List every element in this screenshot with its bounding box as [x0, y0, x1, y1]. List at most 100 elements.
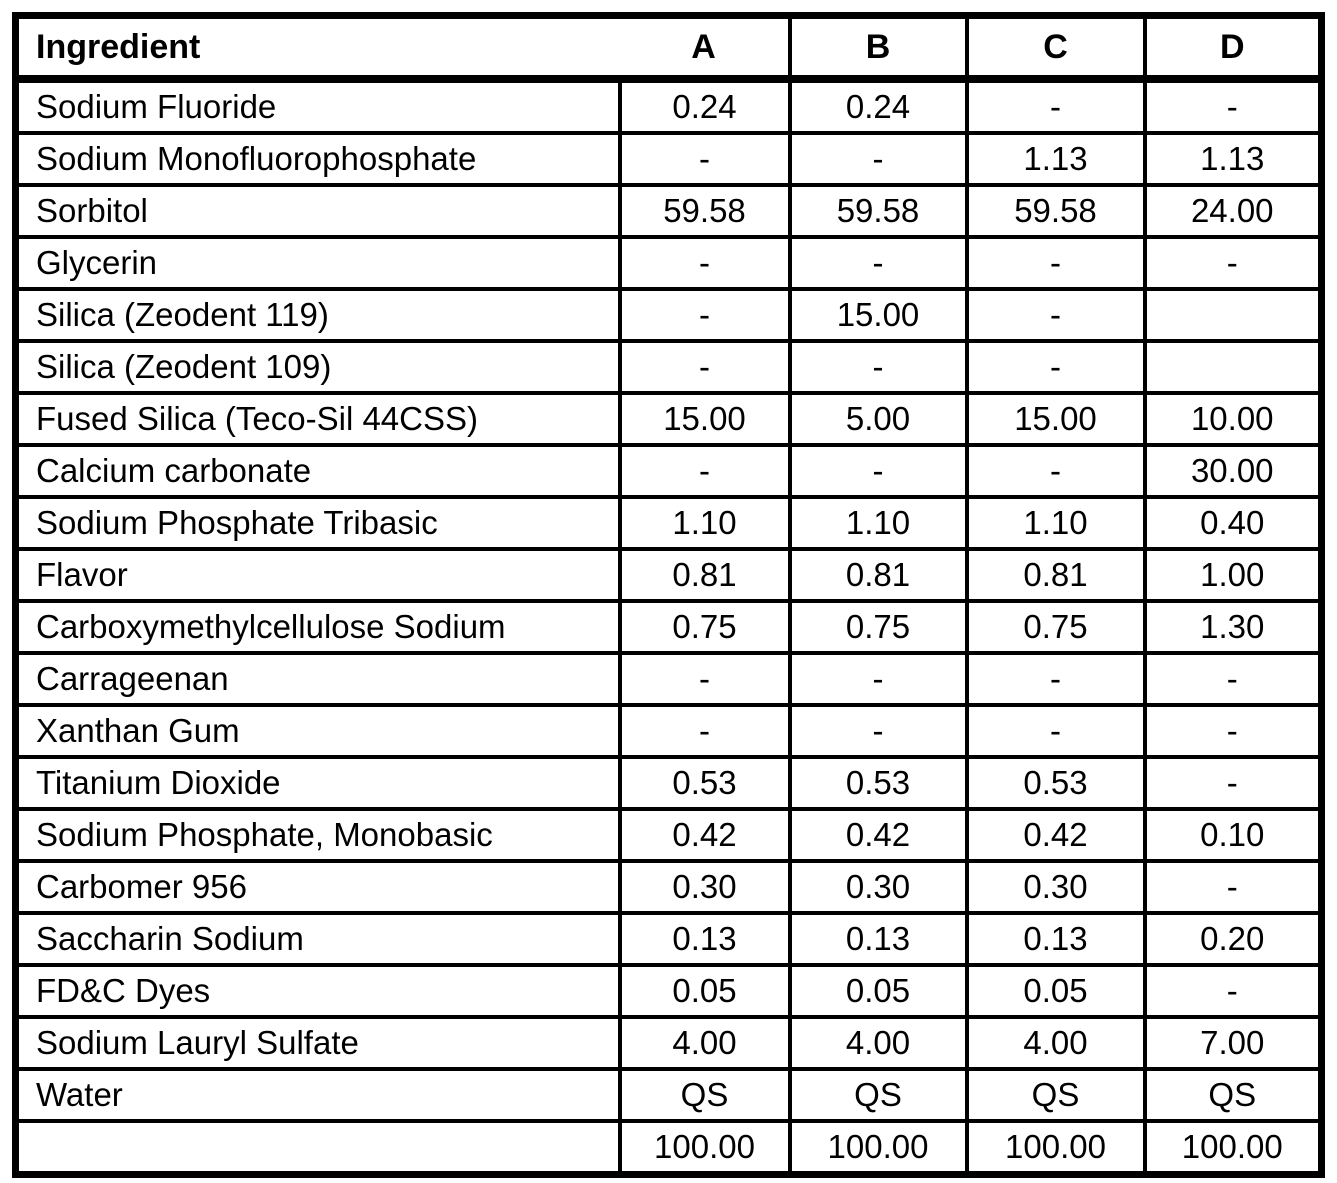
column-header-b: B	[787, 13, 969, 83]
value-cell: 0.42	[617, 807, 792, 863]
column-header-d: D	[1142, 13, 1324, 83]
table-row: FD&C Dyes 0.05 0.05 0.05-	[13, 963, 1324, 1019]
value-cell: QS	[964, 1067, 1147, 1123]
value-cell: 1.30	[1142, 599, 1324, 655]
table-row: Carbomer 956 0.30 0.30 0.30-	[13, 859, 1324, 915]
value-cell: 0.42	[787, 807, 969, 863]
value-cell: 0.13	[964, 911, 1147, 967]
value-cell: 0.05	[964, 963, 1147, 1019]
ingredient-cell: Titanium Dioxide	[13, 755, 622, 811]
value-cell: 1.10	[617, 495, 792, 551]
table-row: Sodium Phosphate, Monobasic 0.42 0.42 0.42 0…	[13, 807, 1324, 863]
value-cell: 59.58	[617, 183, 792, 239]
value-cell: 0.13	[617, 911, 792, 967]
value-cell: 59.58	[787, 183, 969, 239]
value-cell: 100.00	[1142, 1119, 1324, 1177]
ingredient-cell: Sodium Phosphate, Monobasic	[13, 807, 622, 863]
table-body: Sodium Fluoride 0.24 0.24- - Sodium Monofluo…	[13, 77, 1324, 1177]
value-cell: -	[617, 443, 792, 499]
value-cell: 0.81	[787, 547, 969, 603]
ingredient-cell: Flavor	[13, 547, 622, 603]
ingredient-cell: Xanthan Gum	[13, 703, 622, 759]
table-row: Carrageenan - - - -	[13, 651, 1324, 707]
value-cell: -	[964, 651, 1147, 707]
value-cell: 7.00	[1142, 1015, 1324, 1071]
value-cell: 1.10	[964, 495, 1147, 551]
value-cell: -	[964, 339, 1147, 395]
value-cell: -	[1142, 651, 1324, 707]
value-cell: -	[964, 235, 1147, 291]
ingredient-cell: Sodium Monofluorophosphate	[13, 131, 622, 187]
value-cell: 100.00	[964, 1119, 1147, 1177]
value-cell: -	[1142, 859, 1324, 915]
ingredient-cell: Sorbitol	[13, 183, 622, 239]
value-cell: -	[617, 339, 792, 395]
ingredient-cell: Silica (Zeodent 119)	[13, 287, 622, 343]
value-cell: QS	[1142, 1067, 1324, 1123]
value-cell: 100.00	[787, 1119, 969, 1177]
value-cell: 0.53	[617, 755, 792, 811]
ingredient-cell: Fused Silica (Teco-Sil 44CSS)	[13, 391, 622, 447]
value-cell: 0.81	[964, 547, 1147, 603]
table-row: Xanthan Gum - - - -	[13, 703, 1324, 759]
ingredient-cell: Carrageenan	[13, 651, 622, 707]
value-cell: 5.00	[787, 391, 969, 447]
value-cell: -	[787, 703, 969, 759]
value-cell: 1.00	[1142, 547, 1324, 603]
ingredient-cell: Saccharin Sodium	[13, 911, 622, 967]
ingredient-cell: Glycerin	[13, 235, 622, 291]
table-row: Sodium Monofluorophosphate - -1.13 1.13	[13, 131, 1324, 187]
table-row: Sodium Lauryl Sulfate 4.00 4.00 4.00 7.00	[13, 1015, 1324, 1071]
table-row: Water QS QS QS QS	[13, 1067, 1324, 1123]
value-cell: -	[617, 651, 792, 707]
value-cell: QS	[617, 1067, 792, 1123]
value-cell: 4.00	[787, 1015, 969, 1071]
value-cell: -	[964, 77, 1147, 135]
value-cell: -	[787, 235, 969, 291]
table-row: Sodium Phosphate Tribasic 1.10 1.10 1.10 0.4…	[13, 495, 1324, 551]
table-row: Silica (Zeodent 119) -15.00-	[13, 287, 1324, 343]
value-cell: -	[964, 443, 1147, 499]
value-cell: -	[964, 287, 1147, 343]
table-row: Carboxymethylcellulose Sodium 0.75 0.75 0.7…	[13, 599, 1324, 655]
value-cell: 15.00	[787, 287, 969, 343]
value-cell: 15.00	[617, 391, 792, 447]
value-cell: 0.75	[617, 599, 792, 655]
value-cell: 0.05	[617, 963, 792, 1019]
value-cell: 0.75	[964, 599, 1147, 655]
value-cell: -	[617, 287, 792, 343]
value-cell: 100.00	[617, 1119, 792, 1177]
ingredient-cell: Silica (Zeodent 109)	[13, 339, 622, 395]
value-cell: 0.40	[1142, 495, 1324, 551]
value-cell: 0.24	[617, 77, 792, 135]
column-header-c: C	[964, 13, 1147, 83]
value-cell: -	[787, 443, 969, 499]
value-cell: -	[1142, 77, 1324, 135]
table-row: Calcium carbonate - - -30.00	[13, 443, 1324, 499]
table-row: Saccharin Sodium 0.13 0.13 0.13 0.20	[13, 911, 1324, 967]
ingredient-cell: Calcium carbonate	[13, 443, 622, 499]
value-cell: -	[787, 339, 969, 395]
value-cell: 0.30	[617, 859, 792, 915]
value-cell	[1142, 287, 1324, 343]
value-cell: 59.58	[964, 183, 1147, 239]
value-cell: -	[964, 703, 1147, 759]
value-cell: 0.42	[964, 807, 1147, 863]
value-cell: 0.05	[787, 963, 969, 1019]
value-cell: QS	[787, 1067, 969, 1123]
value-cell: -	[617, 131, 792, 187]
table-row: 100.00 100.00 100.00 100.00	[13, 1119, 1324, 1177]
value-cell: 15.00	[964, 391, 1147, 447]
value-cell: 30.00	[1142, 443, 1324, 499]
value-cell: 4.00	[617, 1015, 792, 1071]
value-cell: 0.30	[787, 859, 969, 915]
value-cell: 0.13	[787, 911, 969, 967]
value-cell: -	[787, 651, 969, 707]
value-cell: -	[1142, 963, 1324, 1019]
header-row: Ingredient A B C D	[13, 13, 1324, 83]
ingredient-cell: Carbomer 956	[13, 859, 622, 915]
ingredient-cell	[13, 1119, 622, 1177]
ingredient-cell: Sodium Fluoride	[13, 77, 622, 135]
ingredient-cell: Carboxymethylcellulose Sodium	[13, 599, 622, 655]
